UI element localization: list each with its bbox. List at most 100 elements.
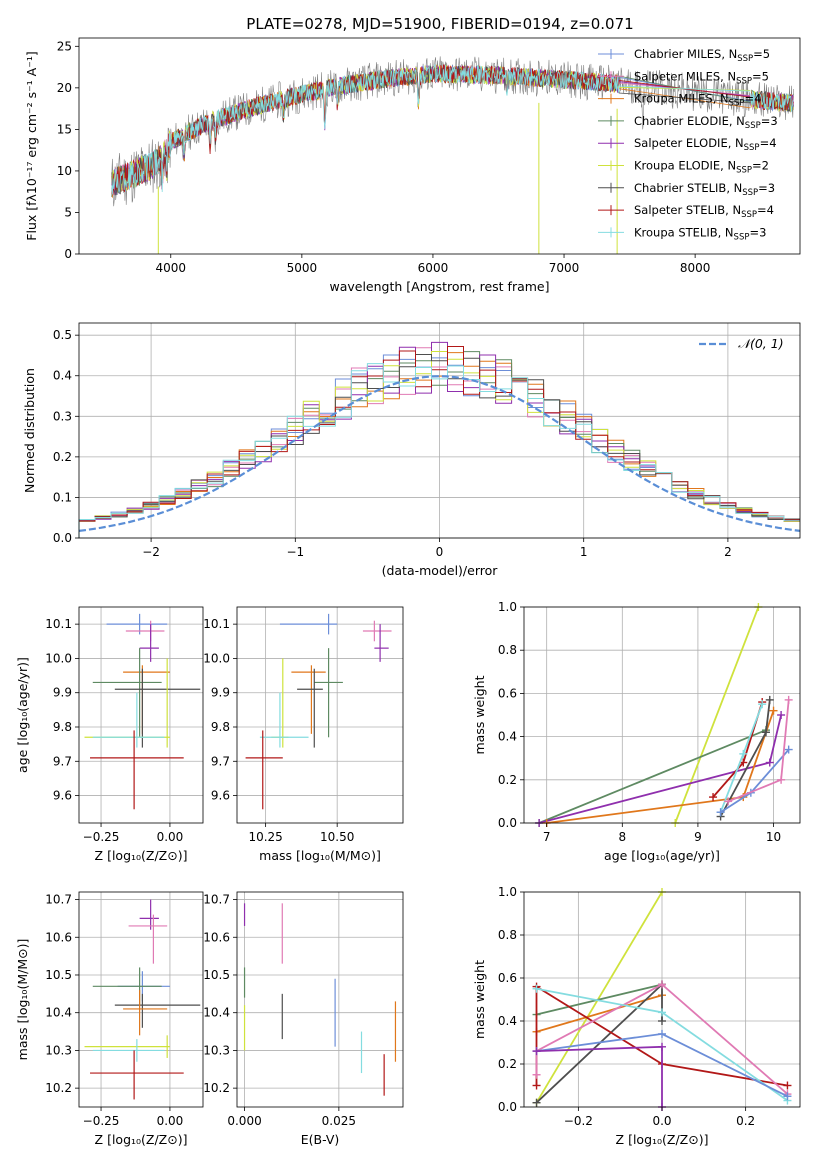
errorbar-chabrier-elodie bbox=[92, 648, 162, 738]
x-tick-label: 10.50 bbox=[320, 830, 354, 844]
spectrum-legend: Chabrier MILES, NSSP=5 Salpeter MILES, NS… bbox=[598, 47, 778, 242]
axes-frame bbox=[236, 606, 404, 824]
legend-text-salpeter-miles: Salpeter MILES, NSSP=5 bbox=[634, 69, 769, 86]
y-tick-label: 10.6 bbox=[203, 930, 230, 944]
marker-chabrier-stelib bbox=[765, 695, 774, 704]
marker-chabrier-miles bbox=[658, 1029, 666, 1038]
y-tick-label: 1.0 bbox=[498, 600, 517, 614]
errorbar-kroupa-elodie bbox=[84, 1035, 170, 1058]
x-axis-label: E(B-V) bbox=[301, 1132, 340, 1147]
errorbar-chabrier-stelib bbox=[114, 668, 201, 748]
y-axis-label: age [log₁₀(age/yr)] bbox=[15, 657, 30, 773]
y-tick-label: 0.4 bbox=[498, 730, 517, 744]
errorbar-kroupa-miles bbox=[123, 990, 168, 1036]
errorbar-chabrier-stelib bbox=[297, 668, 323, 748]
marker-salpeter-stelib bbox=[709, 793, 718, 802]
marker-salpeter-miles bbox=[532, 1070, 541, 1079]
errorbar-kroupa-miles bbox=[291, 665, 326, 734]
y-tick-label: 10.4 bbox=[203, 1006, 230, 1020]
marker-chabrier-stelib bbox=[658, 1017, 666, 1025]
y-tick-label: 9.7 bbox=[211, 754, 230, 768]
marker-salpeter-miles bbox=[658, 980, 666, 989]
errorbar-chabrier-miles bbox=[279, 613, 338, 635]
y-tick-label: 0 bbox=[64, 247, 72, 261]
y-tick-label: 10.0 bbox=[45, 651, 72, 665]
marker-salpeter-elodie bbox=[765, 758, 774, 767]
errorbar-salpeter-elodie bbox=[374, 624, 389, 662]
x-axis-label: Z [log₁₀(Z/Z⊙)] bbox=[616, 1132, 709, 1147]
panel-age-vs-Z: −0.25 0.00 9.6 9.7 9.8 9.9 10.0 10.1 Z [log₁₀(Z/… bbox=[15, 606, 204, 863]
y-axis-label: mass weight bbox=[472, 960, 487, 1039]
x-tick-label: −2 bbox=[142, 545, 160, 559]
y-axis-label: mass [log₁₀(M/M⊙)] bbox=[15, 939, 30, 1061]
marker-kroupa-stelib bbox=[658, 1008, 666, 1017]
y-tick-label: 0.2 bbox=[53, 450, 72, 464]
errorbar-salpeter-elodie bbox=[139, 624, 159, 662]
x-tick-label: 4000 bbox=[155, 261, 186, 275]
y-tick-label: 9.6 bbox=[211, 789, 230, 803]
y-axis-label: Flux [fλ10⁻¹⁷ erg cm⁻² s⁻¹ A⁻¹] bbox=[24, 51, 39, 240]
x-tick-label: −0.25 bbox=[83, 1114, 120, 1128]
y-tick-label: 10.2 bbox=[203, 1081, 230, 1095]
x-tick-label: −0.25 bbox=[83, 830, 120, 844]
legend-text-chabrier-stelib: Chabrier STELIB, NSSP=3 bbox=[634, 181, 775, 198]
y-tick-label: 0.8 bbox=[498, 643, 517, 657]
marker-salpeter-miles bbox=[724, 797, 733, 806]
y-tick-label: 10.2 bbox=[45, 1081, 72, 1095]
marker-kroupa-stelib bbox=[739, 749, 748, 758]
x-tick-label: 0.000 bbox=[227, 1114, 261, 1128]
x-tick-label: 0 bbox=[436, 545, 444, 559]
y-tick-label: 9.7 bbox=[53, 754, 72, 768]
marker-salpeter-miles bbox=[777, 775, 786, 784]
x-tick-label: 0.00 bbox=[157, 830, 184, 844]
y-tick-label: 0.0 bbox=[498, 816, 517, 830]
x-tick-label: 0.00 bbox=[157, 1114, 184, 1128]
y-tick-label: 10.5 bbox=[203, 968, 230, 982]
axes-frame bbox=[78, 322, 801, 539]
marker-chabrier-stelib bbox=[532, 1098, 541, 1107]
y-axis-label: Normed distribution bbox=[22, 368, 37, 493]
y-tick-label: 0.4 bbox=[498, 1014, 517, 1028]
x-axis-label: age [log₁₀(age/yr)] bbox=[604, 848, 720, 863]
errorbar-kroupa-stelib bbox=[92, 692, 165, 748]
y-tick-label: 0.1 bbox=[53, 490, 72, 504]
y-tick-label: 10.7 bbox=[203, 893, 230, 907]
marker-salpeter-elodie bbox=[777, 711, 786, 719]
y-tick-label: 9.6 bbox=[53, 789, 72, 803]
series-chabrier-elodie bbox=[538, 729, 767, 824]
x-tick-label: 1 bbox=[580, 545, 588, 559]
marker-chabrier-stelib bbox=[761, 728, 770, 737]
errorbar-chabrier-stelib bbox=[114, 993, 201, 1028]
panel-residuals: −2 −1 0 1 2 0.0 0.1 0.2 0.3 0.4 0.5 𝒩(0, 1) (data-mo… bbox=[22, 322, 801, 578]
y-tick-label: 10.0 bbox=[203, 651, 230, 665]
legend-text-kroupa-stelib: Kroupa STELIB, NSSP=3 bbox=[634, 225, 766, 242]
series-salpeter-stelib bbox=[535, 984, 788, 1087]
panel-weight-vs-Z: −0.2 0.0 0.2 0.0 0.2 0.4 0.6 0.8 1.0 Z [log₁₀(Z/Z… bbox=[472, 885, 801, 1147]
plot-area bbox=[245, 613, 392, 810]
legend-text-salpeter-elodie: Salpeter ELODIE, NSSP=4 bbox=[634, 136, 777, 153]
x-tick-label: 8000 bbox=[680, 261, 711, 275]
x-tick-label: 9 bbox=[694, 830, 702, 844]
y-tick-label: 9.8 bbox=[53, 720, 72, 734]
marker-chabrier-miles bbox=[783, 1092, 792, 1101]
y-axis-label: mass weight bbox=[472, 675, 487, 754]
marker-salpeter-elodie bbox=[532, 1047, 541, 1056]
axes-frame bbox=[236, 891, 404, 1108]
x-tick-label: 8 bbox=[618, 830, 626, 844]
x-tick-label: 10 bbox=[766, 830, 781, 844]
y-tick-label: 10 bbox=[57, 164, 72, 178]
y-tick-label: 10.4 bbox=[45, 1006, 72, 1020]
histogram-kroupa-stelib bbox=[78, 363, 800, 538]
y-tick-label: 9.8 bbox=[211, 720, 230, 734]
plot-area bbox=[532, 888, 792, 1111]
errorbar-kroupa-stelib bbox=[259, 692, 309, 748]
errorbar-salpeter-miles bbox=[128, 914, 168, 964]
axes-frame bbox=[78, 891, 204, 1108]
y-tick-label: 0.6 bbox=[498, 971, 517, 985]
panel-age-vs-mass: 10.25 10.50 9.6 9.7 9.8 9.9 10.0 10.1 mass [log₁… bbox=[203, 606, 404, 863]
y-tick-label: 9.9 bbox=[211, 686, 230, 700]
series-salpeter-miles bbox=[535, 983, 789, 1095]
panel-mass-vs-EBV: 0.000 0.025 10.2 10.3 10.4 10.5 10.6 10.7 E(B-V) bbox=[203, 891, 404, 1147]
x-axis-label: Z [log₁₀(Z/Z⊙)] bbox=[95, 848, 188, 863]
